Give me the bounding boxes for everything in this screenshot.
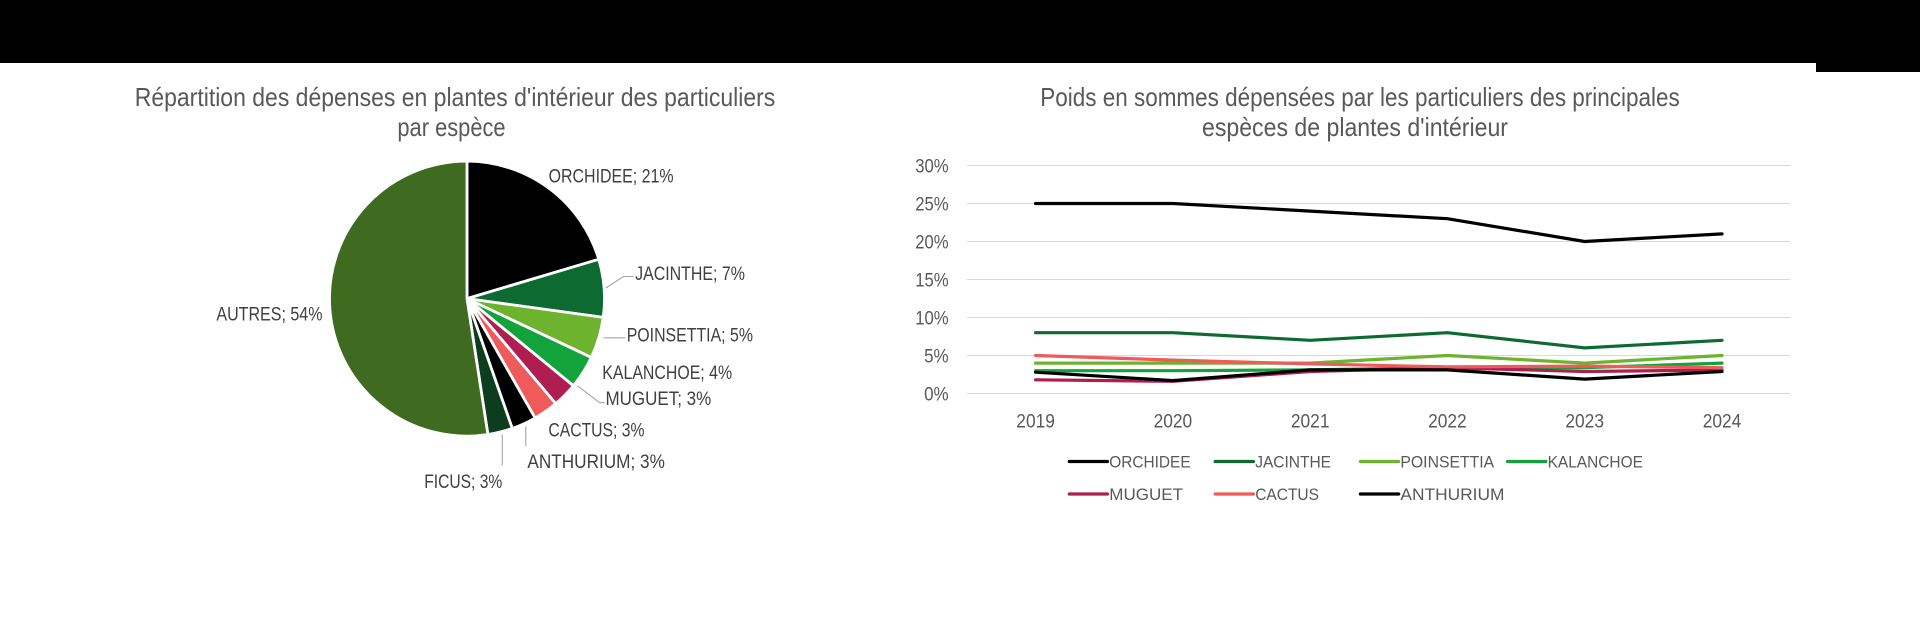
svg-text:2019: 2019 bbox=[1016, 411, 1055, 432]
svg-text:JACINTHE: JACINTHE bbox=[1255, 453, 1331, 472]
svg-text:MUGUET: MUGUET bbox=[1109, 485, 1183, 504]
svg-text:KALANCHOE; 4%: KALANCHOE; 4% bbox=[602, 362, 732, 384]
svg-text:ANTHURIUM: ANTHURIUM bbox=[1400, 485, 1504, 504]
svg-text:20%: 20% bbox=[915, 232, 948, 253]
svg-text:POINSETTIA: POINSETTIA bbox=[1400, 453, 1494, 472]
svg-text:CACTUS; 3%: CACTUS; 3% bbox=[548, 420, 644, 442]
svg-text:25%: 25% bbox=[915, 194, 948, 215]
svg-text:Répartition des dépenses en pl: Répartition des dépenses en plantes d'in… bbox=[135, 82, 776, 112]
svg-text:2024: 2024 bbox=[1703, 411, 1742, 432]
svg-text:2022: 2022 bbox=[1428, 411, 1467, 432]
svg-text:espèces de plantes d'intérieur: espèces de plantes d'intérieur bbox=[1202, 112, 1508, 142]
svg-text:2023: 2023 bbox=[1565, 411, 1604, 432]
svg-text:ORCHIDEE; 21%: ORCHIDEE; 21% bbox=[549, 166, 674, 188]
svg-text:FICUS; 3%: FICUS; 3% bbox=[424, 471, 502, 493]
svg-text:ANTHURIUM; 3%: ANTHURIUM; 3% bbox=[527, 451, 665, 473]
svg-text:Poids en sommes dépensées par: Poids en sommes dépensées par les partic… bbox=[1040, 82, 1679, 112]
svg-text:AUTRES; 54%: AUTRES; 54% bbox=[216, 304, 322, 326]
svg-text:10%: 10% bbox=[915, 308, 948, 329]
svg-text:MUGUET; 3%: MUGUET; 3% bbox=[606, 388, 712, 410]
svg-text:CACTUS: CACTUS bbox=[1255, 485, 1319, 504]
svg-text:2021: 2021 bbox=[1291, 411, 1330, 432]
svg-text:15%: 15% bbox=[915, 270, 948, 291]
svg-text:2020: 2020 bbox=[1154, 411, 1193, 432]
svg-text:par espèce: par espèce bbox=[397, 112, 505, 142]
svg-text:KALANCHOE: KALANCHOE bbox=[1548, 453, 1643, 472]
svg-text:5%: 5% bbox=[924, 346, 949, 367]
svg-text:POINSETTIA; 5%: POINSETTIA; 5% bbox=[627, 325, 753, 347]
svg-text:0%: 0% bbox=[924, 384, 949, 405]
svg-text:JACINTHE; 7%: JACINTHE; 7% bbox=[635, 263, 745, 285]
svg-text:ORCHIDEE: ORCHIDEE bbox=[1109, 453, 1190, 472]
svg-text:30%: 30% bbox=[915, 156, 948, 177]
